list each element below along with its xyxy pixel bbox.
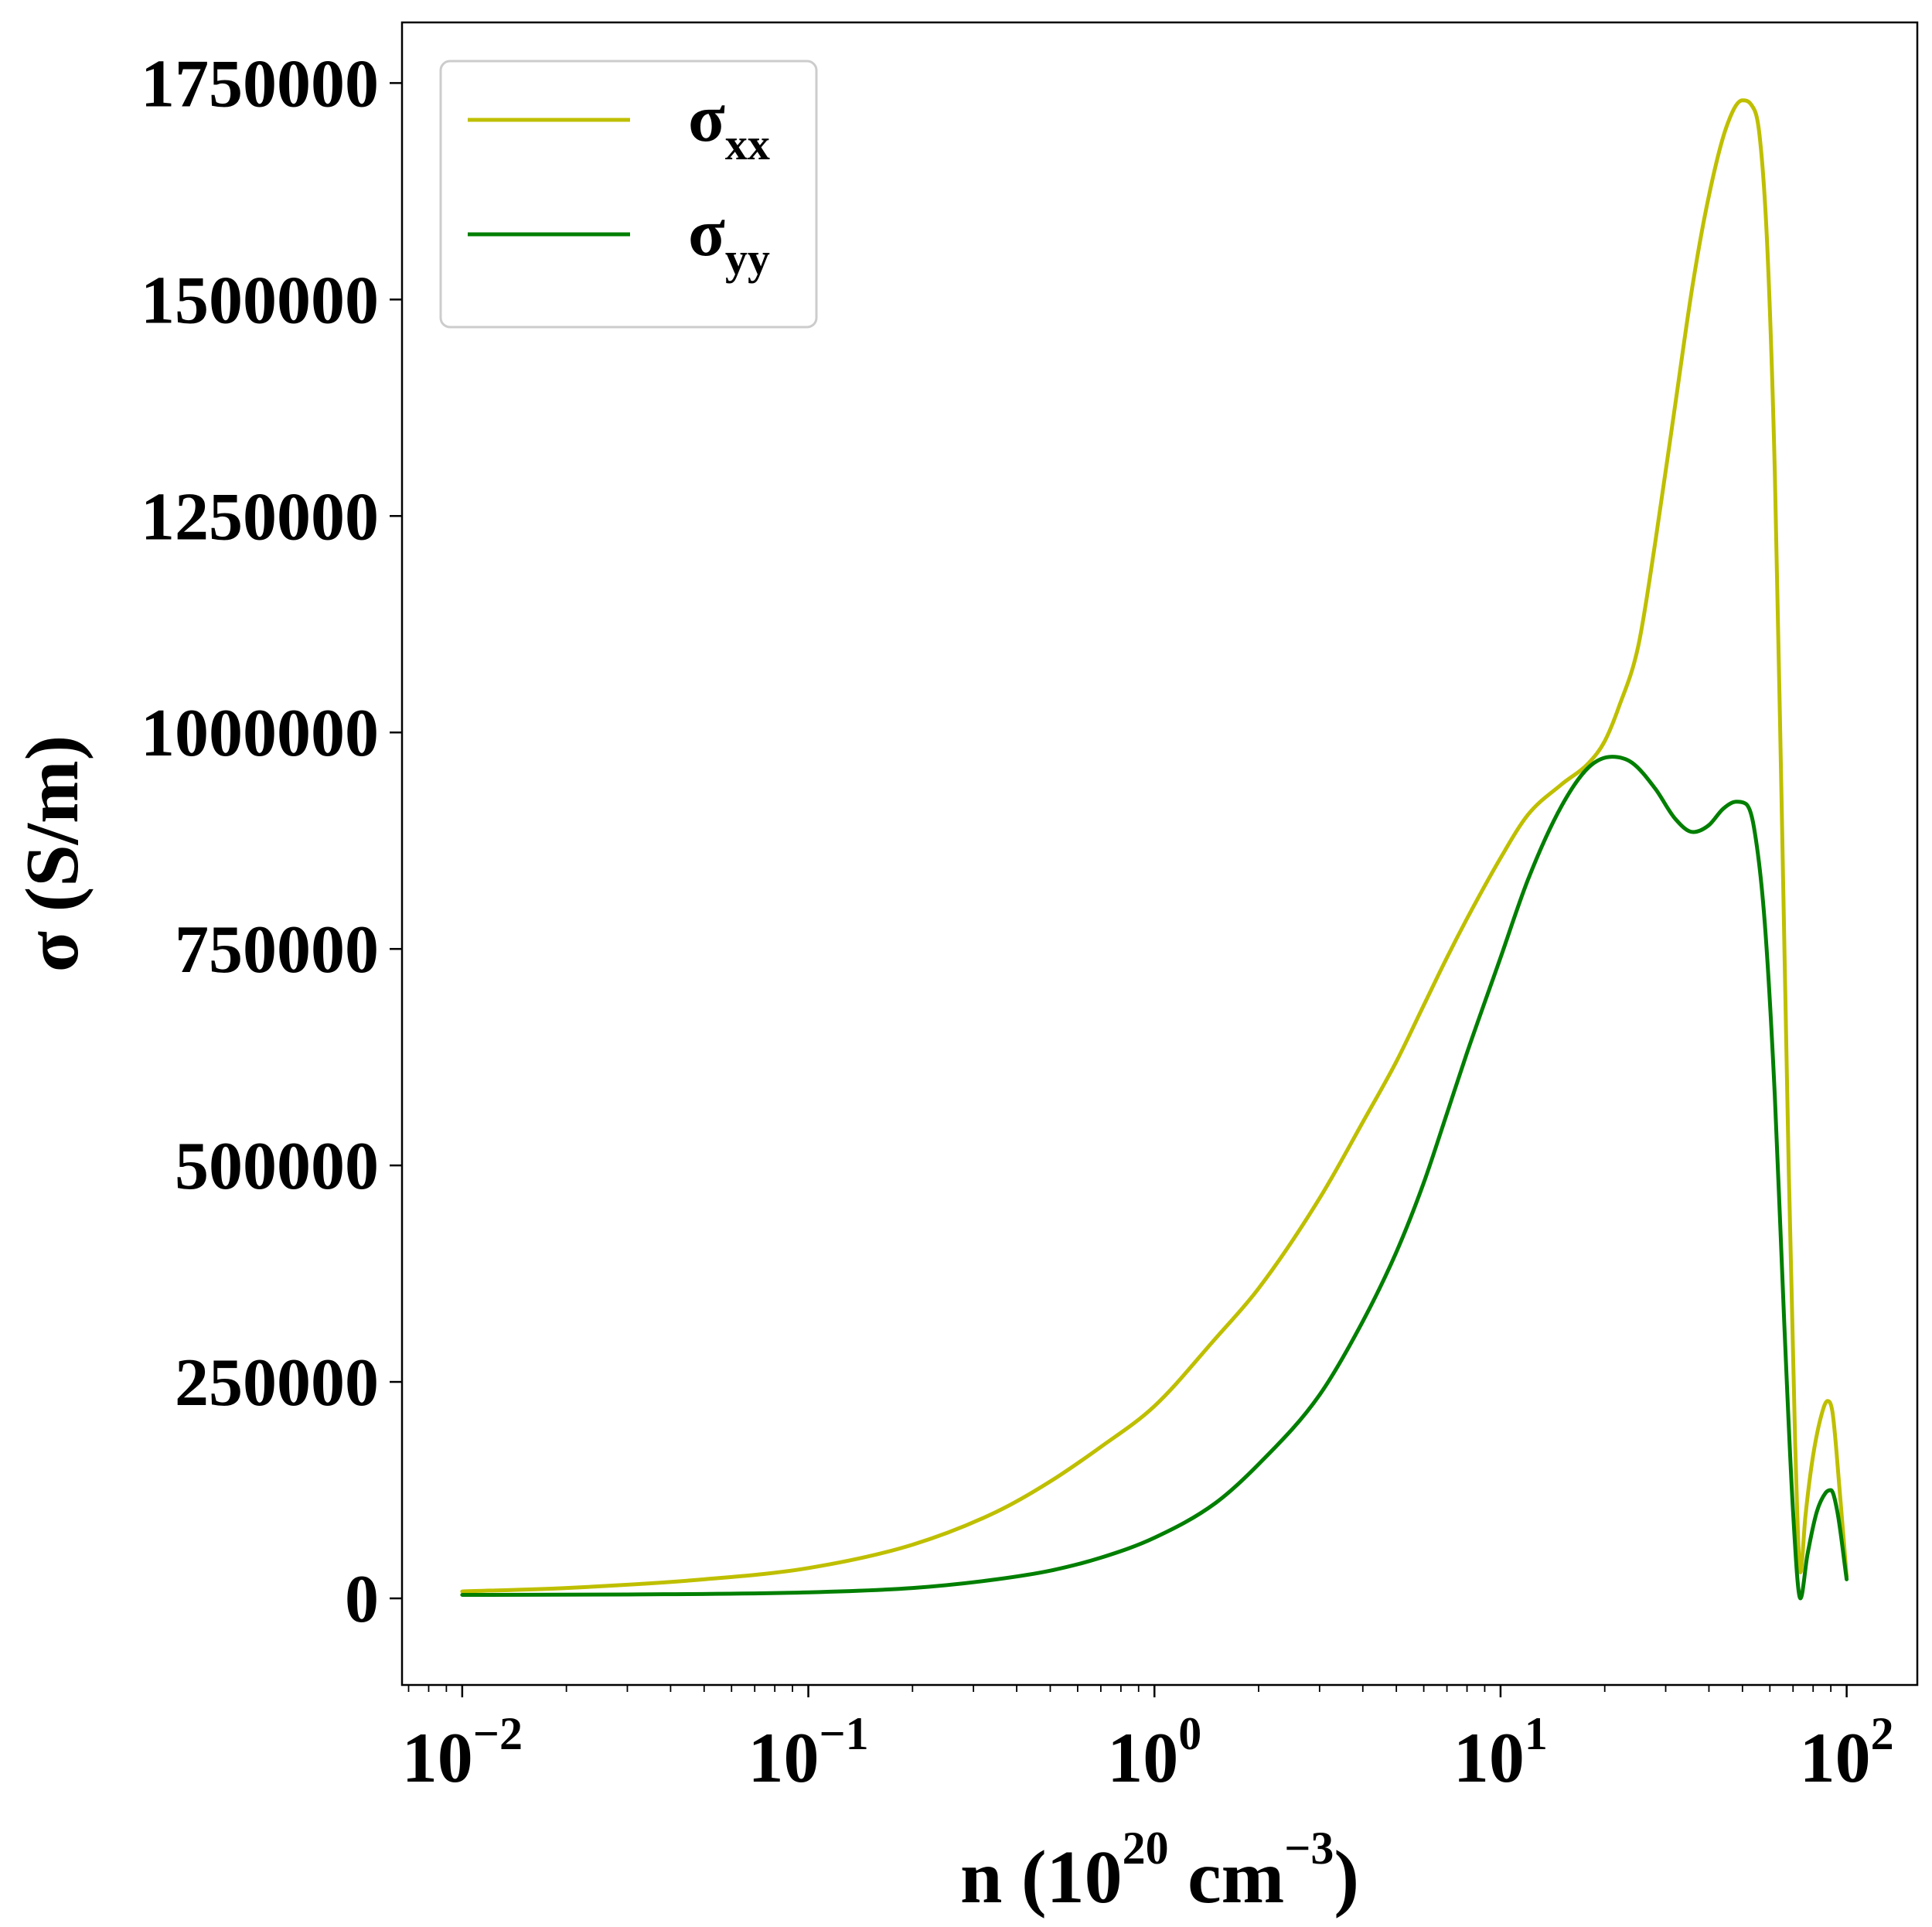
y-tick-label: 1500000 xyxy=(141,263,379,338)
x-tick-label: 10−1 xyxy=(748,1708,868,1797)
x-axis-label: n (1020 cm−3) xyxy=(960,1823,1359,1919)
y-tick-label: 500000 xyxy=(175,1129,379,1204)
x-tick-label: 10−2 xyxy=(402,1708,523,1797)
legend-label-sigma-xx: σxx xyxy=(688,81,770,169)
y-tick-label: 1750000 xyxy=(141,46,379,121)
x-tick-label: 102 xyxy=(1800,1708,1894,1797)
y-tick-label: 0 xyxy=(345,1562,379,1637)
x-axis: 10−2 10−1 100 101 102 xyxy=(402,1685,1894,1797)
y-tick-label: 250000 xyxy=(175,1345,379,1421)
legend-label-sigma-yy: σyy xyxy=(688,196,770,284)
y-axis: 0 250000 500000 750000 1000000 1250000 1500000… xyxy=(141,46,402,1637)
x-tick-label: 100 xyxy=(1107,1708,1201,1797)
y-axis-label: σ (S/m) xyxy=(11,735,94,972)
legend-box xyxy=(439,60,818,329)
series-line-sigma-yy xyxy=(460,755,1849,1601)
series-layer xyxy=(460,98,1849,1601)
series-line-sigma-xx xyxy=(460,98,1849,1594)
y-tick-label: 1000000 xyxy=(141,696,379,771)
y-tick-label: 750000 xyxy=(175,912,379,987)
legend: σxx σyy xyxy=(439,60,818,329)
x-tick-label: 101 xyxy=(1453,1708,1548,1797)
y-tick-label: 1250000 xyxy=(141,479,379,554)
